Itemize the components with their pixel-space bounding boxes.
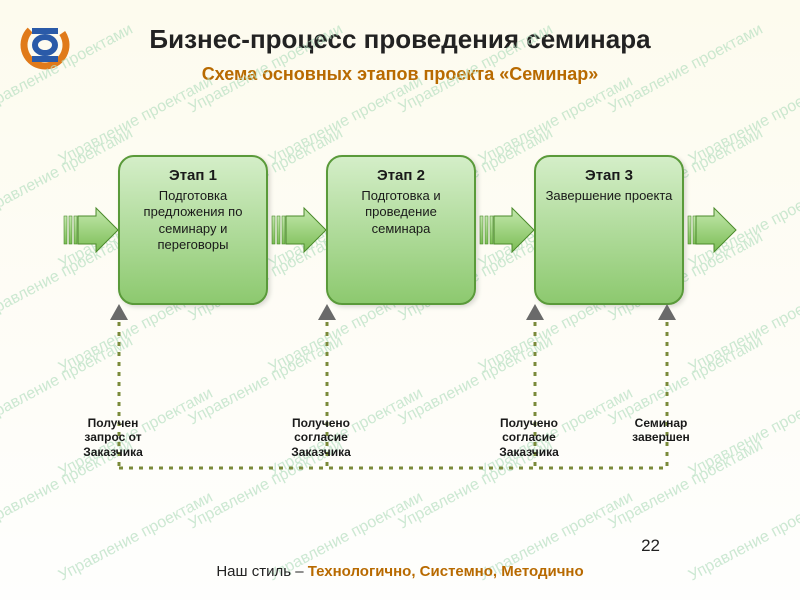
watermark-text: Управление проектами bbox=[396, 333, 556, 430]
watermark-text: Управление проектами bbox=[686, 177, 800, 274]
stage-title: Этап 2 bbox=[336, 167, 466, 184]
watermark-text: Управление проектами bbox=[686, 73, 800, 170]
page-subtitle: Схема основных этапов проекта «Семинар» bbox=[0, 64, 800, 85]
milestone-marker-4 bbox=[658, 304, 676, 320]
milestone-label-1: Получен запрос от Заказчика bbox=[68, 416, 158, 459]
watermark-text: Управление проектами bbox=[186, 333, 346, 430]
milestone-label-3: Получено согласие Заказчика bbox=[484, 416, 574, 459]
watermark-text: Управление проектами bbox=[686, 281, 800, 378]
stage-desc: Подготовка и проведение семинара bbox=[336, 188, 466, 237]
watermark-text: Управление проектами bbox=[606, 437, 766, 534]
milestone-marker-2 bbox=[318, 304, 336, 320]
footer-prefix: Наш стиль – bbox=[216, 563, 307, 580]
milestone-marker-1 bbox=[110, 304, 128, 320]
milestone-label-2: Получено согласие Заказчика bbox=[276, 416, 366, 459]
stage-title: Этап 3 bbox=[544, 167, 674, 184]
stage-box-2: Этап 2 Подготовка и проведение семинара bbox=[326, 155, 476, 305]
stage-box-1: Этап 1 Подготовка предложения по семинару… bbox=[118, 155, 268, 305]
watermark-text: Управление проектами bbox=[606, 333, 766, 430]
page-title: Бизнес-процесс проведения семинара bbox=[0, 24, 800, 55]
stage-desc: Завершение проекта bbox=[544, 188, 674, 204]
milestone-marker-3 bbox=[526, 304, 544, 320]
footer-tagline: Наш стиль – Технологично, Системно, Мето… bbox=[0, 563, 800, 580]
watermark-text: Управление проектами bbox=[0, 333, 136, 430]
page-number: 22 bbox=[641, 536, 660, 556]
watermark-text: Управление проектами bbox=[0, 125, 136, 222]
stage-box-3: Этап 3 Завершение проекта bbox=[534, 155, 684, 305]
stage-title: Этап 1 bbox=[128, 167, 258, 184]
stage-desc: Подготовка предложения по семинару и пер… bbox=[128, 188, 258, 253]
footer-accent: Технологично, Системно, Методично bbox=[308, 563, 584, 580]
milestone-label-4: Семинар завершен bbox=[616, 416, 706, 445]
